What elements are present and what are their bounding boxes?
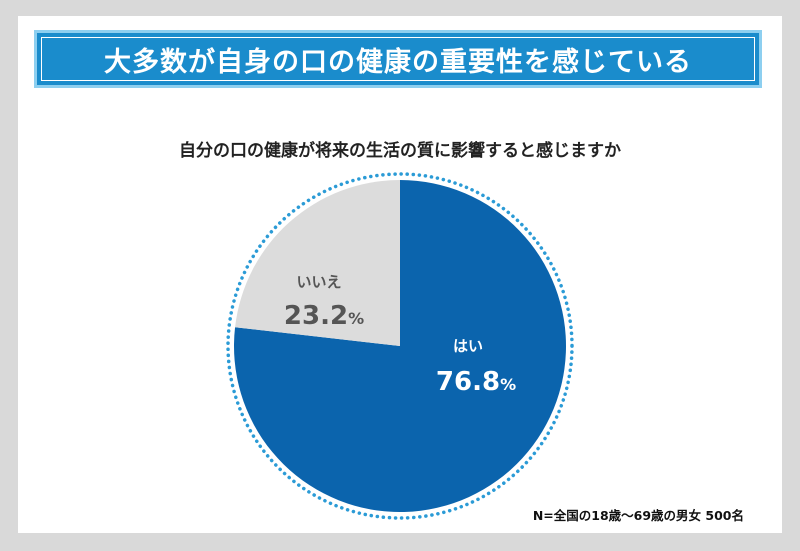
sample-note: N=全国の18歳〜69歳の男女 500名 (532, 508, 744, 523)
title-banner: 大多数が自身の口の健康の重要性を感じている (34, 30, 762, 88)
slice-value-no-percent: % (348, 309, 364, 328)
chart-question: 自分の口の健康が将来の生活の質に影響すると感じますか (179, 141, 621, 161)
slice-value-yes: 76.8% (436, 367, 516, 397)
slice-value-no: 23.2% (284, 301, 364, 331)
pie-chart: いいえ 23.2% はい 76.8% (226, 172, 574, 520)
slice-value-yes-number: 76.8 (436, 367, 500, 397)
banner-inner-border (41, 37, 755, 81)
slice-label-no: いいえ (296, 273, 341, 291)
banner-title: 大多数が自身の口の健康の重要性を感じている (104, 46, 692, 78)
slice-value-no-number: 23.2 (284, 301, 348, 331)
slice-value-yes-percent: % (500, 375, 516, 394)
pie-slice-no (235, 180, 400, 346)
dotted-ring (226, 172, 574, 520)
chart-card: 大多数が自身の口の健康の重要性を感じている 自分の口の健康が将来の生活の質に影響… (18, 16, 782, 533)
slice-label-yes: はい (453, 337, 483, 355)
